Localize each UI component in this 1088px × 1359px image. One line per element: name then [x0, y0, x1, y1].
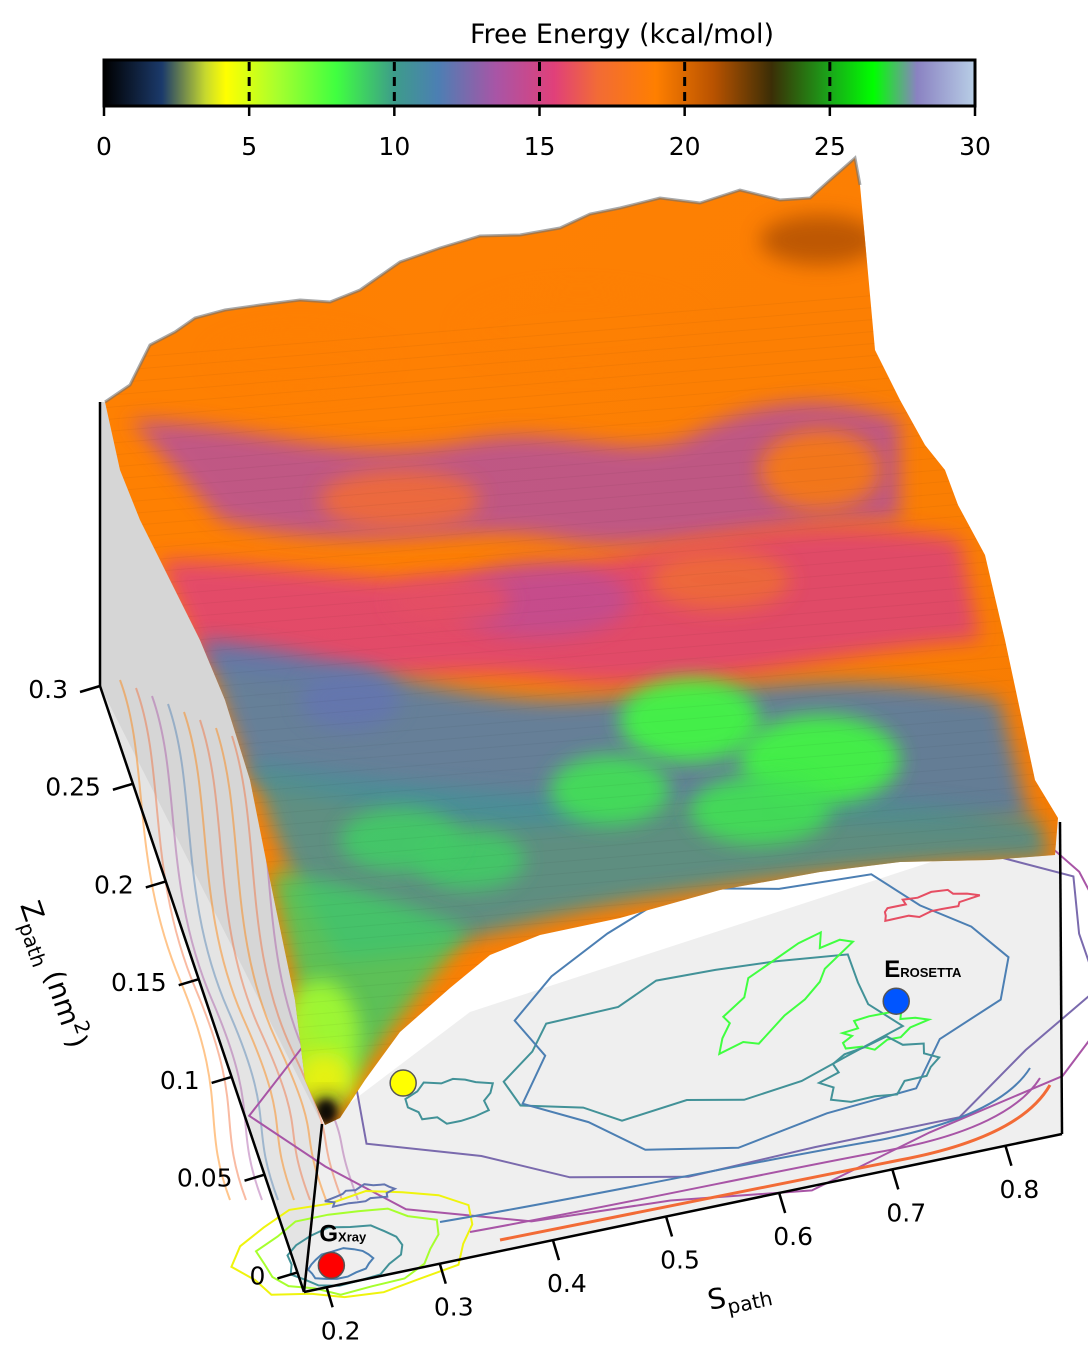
x-tick-label: 0.5: [660, 1246, 700, 1275]
floor-contour-line: [286, 1224, 404, 1287]
x-tick-label: 0.2: [321, 1316, 361, 1345]
state-marker-dot: [317, 1251, 346, 1280]
wall-contour-line: [119, 679, 231, 1201]
left-wall-lower: [100, 686, 322, 1292]
right-edge: [1058, 821, 1064, 1135]
wall-contour-line: [199, 719, 311, 1201]
colorbar-tick-label: 10: [378, 132, 410, 161]
state-marker-dot: [389, 1069, 417, 1097]
floor-contour-line: [717, 930, 856, 1056]
floor-contour-edge: [499, 1084, 1052, 1242]
x-axis-ticks: 0.2 0.3 0.4 0.5 0.6 0.7 0.8: [321, 1145, 1040, 1345]
y-tick-mark: [277, 1271, 298, 1280]
y-tick-mark: [178, 978, 200, 987]
floor-contour-line: [230, 1189, 474, 1299]
x-tick-label: 0.8: [1000, 1175, 1040, 1204]
y-axis-ticks: 0 0.05 0.1 0.15 0.2 0.25 0.3: [28, 675, 298, 1290]
wall-contour-line: [215, 727, 327, 1201]
x-tick-mark: [325, 1286, 334, 1308]
front-edge: [302, 1123, 324, 1293]
state-marker-label: GXray: [319, 1220, 367, 1247]
x-tick-label: 0.6: [773, 1222, 813, 1251]
floor-contour-line: [254, 1207, 440, 1296]
y-tick-label: 0.25: [45, 773, 101, 802]
y-tick-label: 0.1: [160, 1066, 200, 1095]
state-marker-label: EROSETTA: [884, 956, 962, 983]
colorbar-tick-label: 15: [524, 132, 556, 161]
floor-plane: [300, 820, 1062, 1292]
floor-contour-line: [816, 1035, 942, 1103]
floor-contour-line: [404, 1077, 495, 1125]
colorbar-tick-label: 30: [959, 132, 991, 161]
wall-contour-line: [135, 687, 247, 1201]
y-tick-mark: [112, 782, 134, 791]
y-tick-mark: [79, 684, 101, 694]
floor-contours: [230, 815, 1088, 1299]
floor-contour-edge: [469, 1077, 1041, 1233]
x-tick-label: 0.7: [886, 1198, 926, 1227]
x-tick-label: 0.3: [434, 1293, 474, 1322]
y-axis-label: Zpath (nm2): [8, 895, 99, 1054]
y-tick-label: 0.05: [177, 1164, 233, 1193]
y-tick-label: 0: [250, 1261, 266, 1290]
colorbar-title: Free Energy (kcal/mol): [470, 19, 774, 50]
x-tick-mark: [438, 1263, 447, 1285]
y-tick-label: 0.3: [28, 675, 68, 704]
x-tick-mark: [891, 1169, 900, 1190]
y-tick-mark: [211, 1075, 232, 1085]
x-axis-label: Spath: [705, 1271, 775, 1322]
state-marker-dot: [882, 987, 910, 1015]
colorbar-tick-label: 5: [241, 132, 257, 161]
left-wall: [100, 402, 320, 1126]
colorbar-tick-label: 0: [96, 132, 112, 161]
wall-contour-line: [151, 695, 263, 1201]
y-tick-label: 0.2: [94, 870, 134, 899]
floor-contour-line: [306, 1247, 375, 1280]
y-tick-mark: [244, 1173, 265, 1182]
colorbar-ticks: 0 5 10 15 20 25 30: [96, 62, 991, 161]
floor-contour-edge: [439, 1067, 1031, 1223]
wall-contour-line: [231, 735, 343, 1201]
floor-contour-line: [883, 888, 981, 923]
x-tick-label: 0.4: [547, 1269, 587, 1298]
floor-contour-line: [324, 1183, 398, 1209]
wall-contour-line: [183, 711, 295, 1201]
wall-contour-line: [167, 703, 279, 1201]
floor-contour-line: [502, 953, 905, 1122]
y-tick-mark: [145, 880, 167, 889]
floor-contour-line: [513, 873, 1010, 1151]
x-tick-mark: [551, 1239, 561, 1261]
surface-edge: [104, 155, 862, 404]
colorbar-tick-label: 25: [814, 132, 846, 161]
x-tick-mark: [777, 1192, 787, 1214]
colorbar-tick-label: 20: [669, 132, 701, 161]
x-tick-mark: [1004, 1145, 1013, 1167]
y-tick-label: 0.15: [111, 968, 167, 997]
state-markers: GXray EROSETTA: [317, 956, 962, 1280]
x-tick-mark: [664, 1216, 674, 1237]
y-axis-line: [98, 685, 306, 1293]
x-axis-line: [303, 1132, 1063, 1294]
